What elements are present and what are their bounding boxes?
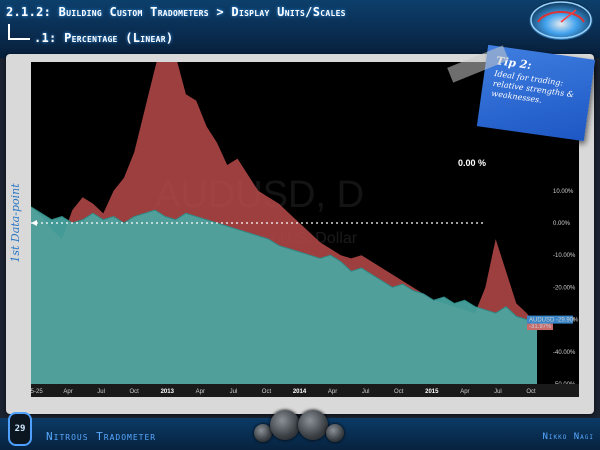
x-tick-label: Jul [494, 389, 502, 395]
x-axis-band [31, 384, 579, 397]
x-tick-label: Oct [526, 389, 536, 395]
y-tick-label: -10.00% [553, 253, 576, 259]
knob-icon [298, 410, 328, 440]
footer-brand: Nitrous Tradometer [46, 430, 157, 443]
x-tick-label: Apr [328, 389, 337, 395]
chart-svg: 10.00%0.00%-10.00%-20.00%-30.00%-40.00%-… [31, 62, 579, 397]
x-tick-label: Jul [230, 389, 238, 395]
symbol-badge-label: AUDUSD -29.90% [529, 318, 579, 324]
zero-percent-label: 0.00 % [458, 158, 487, 168]
page-number: 29 [14, 424, 26, 434]
first-data-point-label: 1st Data-point [9, 183, 22, 263]
page-subtitle: .1: Percentage (Linear) [34, 31, 174, 45]
x-tick-label: 05-25 [31, 389, 43, 395]
x-tick-label: Apr [196, 389, 205, 395]
y-tick-label: -40.00% [553, 350, 576, 356]
x-tick-label: 2015 [425, 389, 439, 395]
chart-area[interactable]: AUDUSD, D Australian Dollar / U.S. Dolla… [31, 62, 579, 397]
title-bracket [8, 24, 30, 40]
y-tick-label: 0.00% [553, 221, 571, 227]
x-tick-label: Oct [394, 389, 404, 395]
x-tick-label: 2013 [161, 389, 175, 395]
x-tick-label: Oct [130, 389, 140, 395]
symbol-badge-bg [527, 315, 573, 324]
knob-icon [254, 424, 272, 442]
arrow-left-icon [31, 220, 37, 226]
page-badge [8, 412, 32, 446]
x-tick-label: Jul [362, 389, 370, 395]
tachometer-logo-icon [529, 0, 593, 40]
x-tick-label: 2014 [293, 389, 307, 395]
secondary-badge-label: -31.97% [529, 324, 552, 330]
page-title: 2.1.2: Building Custom Tradometers > Dis… [6, 5, 346, 19]
x-tick-label: Apr [63, 389, 72, 395]
x-tick-label: Jul [97, 389, 105, 395]
y-tick-label: 10.00% [553, 189, 574, 195]
series-audusd-area [31, 206, 537, 384]
y-tick-label: -20.00% [553, 285, 576, 291]
x-tick-label: Apr [460, 389, 469, 395]
knob-icon [326, 424, 344, 442]
footer-author: Nikko Nagi [542, 432, 594, 442]
x-tick-label: Oct [262, 389, 272, 395]
secondary-badge-bg [527, 322, 553, 331]
knob-icon [270, 410, 300, 440]
series-audusd-line [31, 206, 537, 321]
